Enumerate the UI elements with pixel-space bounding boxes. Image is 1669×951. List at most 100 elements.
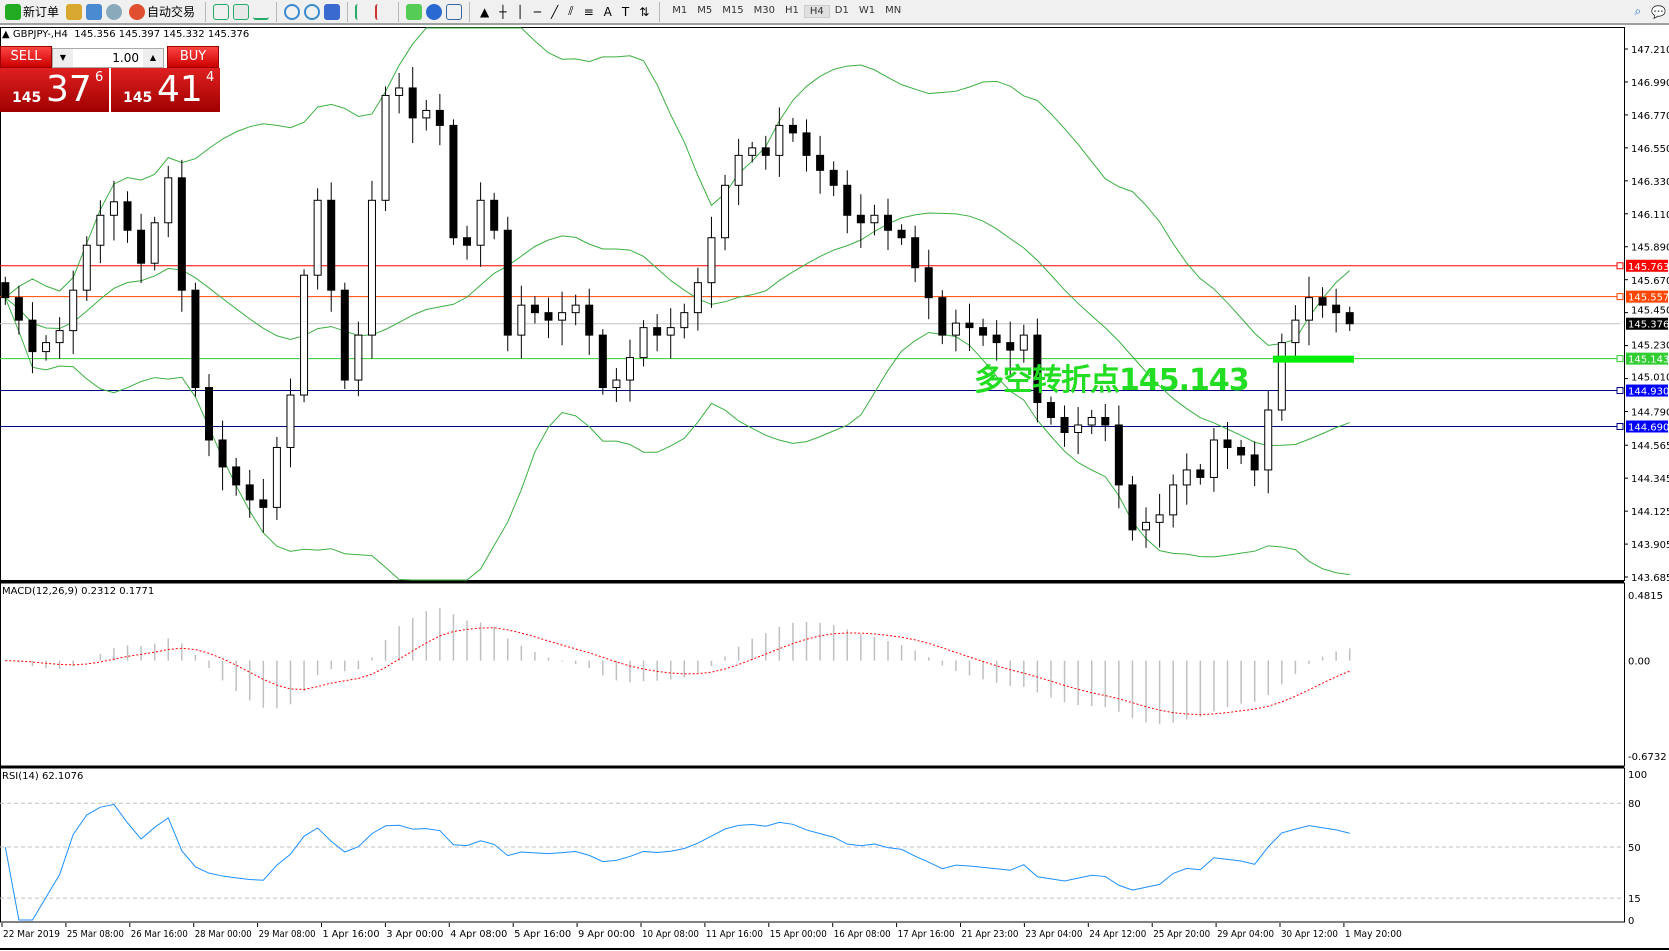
timeframe-m1[interactable]: M1 xyxy=(672,5,688,16)
line-chart-icon[interactable] xyxy=(253,4,270,20)
candle-body xyxy=(381,94,390,201)
level-price-tag xyxy=(1626,290,1668,303)
candle-body xyxy=(367,199,376,336)
price-axis-label: 145.010 xyxy=(1631,373,1669,384)
candle-body xyxy=(1019,334,1028,351)
fibonacci-retracement-icon[interactable]: ≡ xyxy=(583,4,594,19)
new-order-button[interactable]: 新订单 xyxy=(2,1,62,23)
candle-body xyxy=(476,199,485,246)
candle xyxy=(164,165,173,238)
time-axis-label: 1 May 20:00 xyxy=(1345,929,1402,940)
divider xyxy=(398,1,400,22)
tile-windows-icon[interactable] xyxy=(324,3,341,20)
candle xyxy=(259,478,268,533)
price-axis-label: 147.210 xyxy=(1631,45,1669,56)
auto-trading-icon xyxy=(129,3,146,20)
candle-body xyxy=(245,484,254,501)
candle xyxy=(761,135,770,170)
periods-icon[interactable] xyxy=(426,3,443,20)
bar-chart-icon[interactable] xyxy=(213,3,230,20)
arrows-icon[interactable]: ⇅ xyxy=(639,4,650,19)
candle-body xyxy=(55,330,64,344)
sell-price-button[interactable]: 145 37 6 xyxy=(0,68,109,112)
indicators-icon[interactable] xyxy=(406,3,423,20)
navigator-icon[interactable] xyxy=(86,3,103,20)
turning-point-annotation[interactable]: 多空转折点145.143 xyxy=(974,363,1250,398)
candle xyxy=(503,216,512,352)
time-axis-label: 22 Mar 2019 xyxy=(3,929,60,940)
candle xyxy=(951,309,960,352)
fibonacci-fan-icon[interactable]: ⫽ xyxy=(568,4,574,18)
chart-window[interactable]: 147.210 146.990 146.770 146.550 146.330 146.1… xyxy=(0,27,1669,951)
price-axis-label: 143.905 xyxy=(1631,540,1669,551)
autoscroll-icon[interactable] xyxy=(355,3,371,20)
search-icon[interactable]: ⌕ xyxy=(1634,4,1642,18)
candle xyxy=(449,119,458,245)
chat-icon[interactable]: 💬 xyxy=(1651,4,1666,19)
text-icon[interactable]: A xyxy=(603,4,612,19)
candle-body xyxy=(164,177,173,224)
candlestick-icon[interactable] xyxy=(233,3,250,20)
crosshair-icon[interactable]: ┼ xyxy=(499,4,507,19)
auto-trading-button[interactable]: 自动交易 xyxy=(126,1,198,23)
history-icon[interactable] xyxy=(66,3,83,20)
candle xyxy=(666,308,675,359)
lot-value[interactable]: 1.00 xyxy=(112,51,139,65)
candle xyxy=(1223,422,1232,470)
candle xyxy=(544,297,553,339)
sell-button[interactable]: SELL xyxy=(0,46,52,68)
candle xyxy=(408,66,417,144)
zoom-in-icon[interactable] xyxy=(284,3,301,20)
zoom-out-icon[interactable] xyxy=(304,3,321,20)
symbol-label: GBPJPY-,H4 xyxy=(12,29,68,40)
horizontal-line-icon[interactable]: ─ xyxy=(533,4,541,19)
buy-price-button[interactable]: 145 41 4 xyxy=(111,68,220,112)
candle xyxy=(721,174,730,251)
candle xyxy=(748,141,757,163)
price-axis-label: 144.125 xyxy=(1631,507,1669,518)
timeframe-mn[interactable]: MN xyxy=(885,5,902,16)
candle xyxy=(992,320,1001,361)
lot-increase-button[interactable]: ▲ xyxy=(143,49,163,67)
vertical-line-icon[interactable]: │ xyxy=(516,4,524,19)
lot-decrease-button[interactable]: ▼ xyxy=(53,49,73,67)
candle xyxy=(693,267,702,331)
candle xyxy=(653,314,662,352)
timeframe-m30[interactable]: M30 xyxy=(753,5,775,16)
candle xyxy=(218,420,227,491)
candle xyxy=(1332,288,1341,333)
candle-body xyxy=(1304,297,1313,321)
chart-shift-icon[interactable] xyxy=(375,3,391,20)
timeframe-d1[interactable]: D1 xyxy=(834,5,849,16)
timeframe-h4[interactable]: H4 xyxy=(803,5,830,18)
candle xyxy=(463,225,472,260)
buy-button[interactable]: BUY xyxy=(167,46,219,68)
timeframe-m5[interactable]: M5 xyxy=(697,5,713,16)
templates-icon[interactable] xyxy=(446,3,463,20)
price-axis-label: 144.565 xyxy=(1631,441,1669,452)
timeframe-m15[interactable]: M15 xyxy=(722,5,744,16)
time-axis-label: 28 Mar 00:00 xyxy=(195,929,252,940)
text-label-icon[interactable]: T xyxy=(621,4,630,19)
candle xyxy=(109,180,118,241)
signals-icon[interactable] xyxy=(106,3,123,20)
candle-body xyxy=(775,124,784,156)
lot-size-input[interactable]: ▼ 1.00 ▲ xyxy=(52,48,164,68)
candle xyxy=(829,161,838,197)
candle xyxy=(734,138,743,206)
candle-body xyxy=(490,199,499,231)
time-axis-label: 5 Apr 16:00 xyxy=(514,929,571,940)
trendline-icon[interactable]: ╱ xyxy=(550,4,559,19)
timeframe-w1[interactable]: W1 xyxy=(858,5,876,16)
candle-body xyxy=(1345,312,1354,325)
candle-body xyxy=(327,199,336,291)
cursor-icon[interactable]: ▲ xyxy=(480,4,490,19)
candle-body xyxy=(218,439,227,468)
candle-body xyxy=(422,109,431,119)
time-axis-label: 10 Apr 08:00 xyxy=(642,929,699,940)
candle-body xyxy=(286,394,295,448)
timeframe-h1[interactable]: H1 xyxy=(784,5,799,16)
candle-body xyxy=(1074,424,1083,433)
candle-body xyxy=(1087,417,1096,426)
price-axis-label: 144.345 xyxy=(1631,474,1669,485)
